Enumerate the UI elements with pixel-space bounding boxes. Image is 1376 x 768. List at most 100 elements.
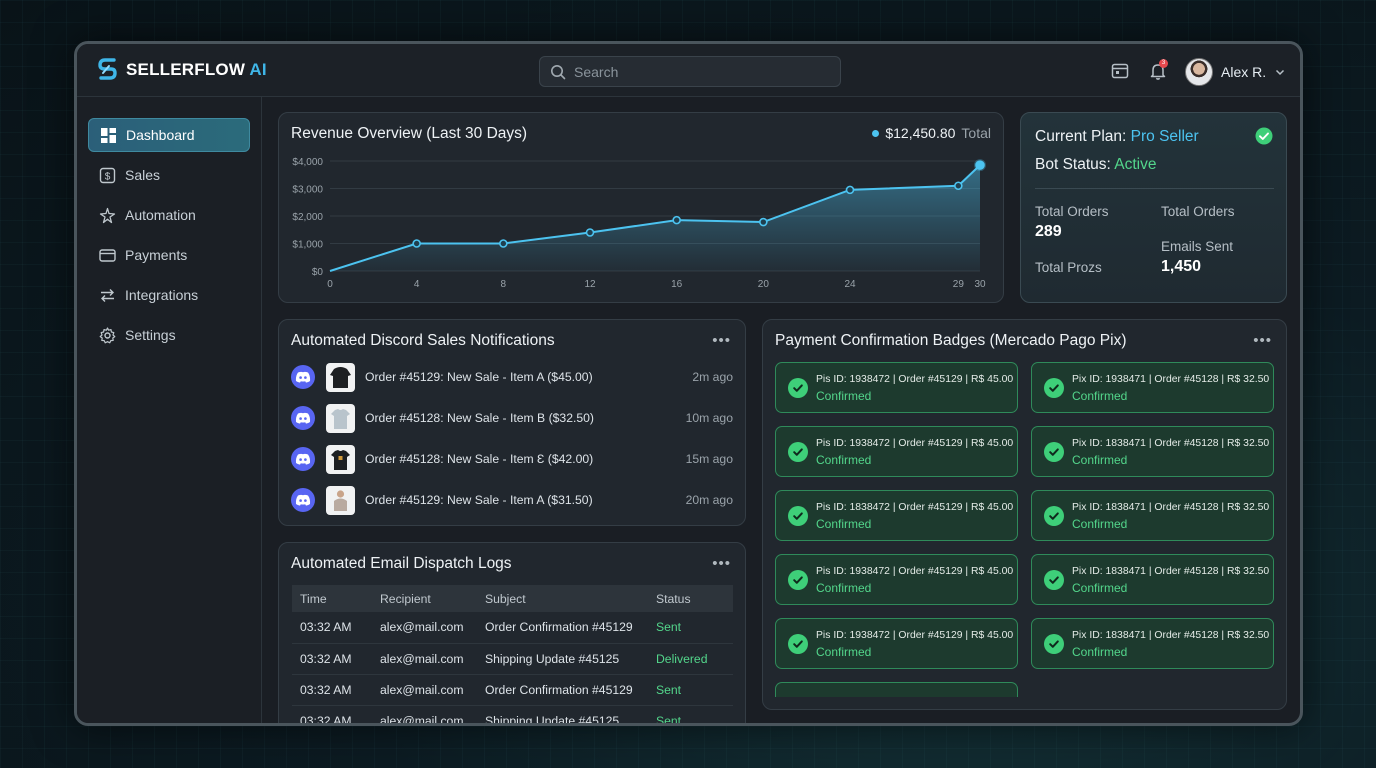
sidebar-item-automation[interactable]: Automation — [88, 198, 250, 232]
y-tick-label: $3,000 — [292, 185, 323, 196]
column-header[interactable]: Subject — [477, 585, 648, 612]
payment-badge[interactable]: Pix ID: 1838471 | Order #45128 | R$ 32.5… — [1031, 490, 1274, 541]
sidebar-item-settings[interactable]: Settings — [88, 318, 250, 352]
data-point[interactable] — [759, 217, 768, 227]
column-header[interactable]: Status — [648, 585, 733, 612]
y-tick-label: $0 — [312, 267, 324, 278]
payment-badge[interactable]: Pis ID: 1938472 | Order #45129 | R$ 45.0… — [775, 362, 1018, 413]
search-icon — [551, 64, 566, 79]
sidebar-item-dashboard[interactable]: Dashboard — [88, 118, 250, 152]
cell-recipient: alex@mail.com — [372, 705, 477, 723]
notification-time: 2m ago — [692, 370, 733, 384]
badge-status: Confirmed — [1072, 645, 1128, 659]
check-circle-icon — [1044, 506, 1064, 526]
table-row[interactable]: 03:32 AM alex@mail.com Order Confirmation … — [292, 612, 733, 644]
check-circle-icon — [788, 570, 808, 590]
data-point[interactable] — [412, 239, 421, 248]
sidebar-item-integrations[interactable]: Integrations — [88, 278, 250, 312]
total-prozs-label: Total Prozs — [1035, 260, 1102, 275]
payment-badge[interactable]: Pis ID: 1938472 | Order #45129 | R$ 45.0… — [775, 426, 1018, 477]
more-icon[interactable]: ••• — [712, 332, 731, 349]
cell-subject: Shipping Update #45125 — [477, 643, 648, 675]
payment-badge[interactable]: Pix ID: 1838471 | Order #45128 | R$ 32.5… — [1031, 426, 1274, 477]
status-badge: Sent — [648, 612, 733, 644]
table-header-row: Time Recipient Subject Status — [292, 585, 733, 612]
notification-time: 10m ago — [685, 411, 733, 425]
payment-badge[interactable]: Pis ID: 1938472 | Order #45129 | R$ 45.0… — [775, 554, 1018, 605]
data-point[interactable] — [954, 181, 963, 191]
data-point[interactable] — [672, 215, 681, 225]
email-table-body: 03:32 AM alex@mail.com Order Confirmation … — [292, 612, 733, 723]
data-point[interactable] — [499, 239, 508, 248]
discord-title: Automated Discord Sales Notifications — [291, 332, 555, 349]
data-point[interactable] — [975, 160, 985, 170]
emails-sent-value: 1,450 — [1161, 258, 1202, 275]
divider — [1035, 188, 1274, 189]
emails-sent-label: Emails Sent — [1161, 239, 1234, 254]
x-tick-label: 12 — [584, 279, 596, 290]
plan-label: Current Plan: — [1035, 128, 1127, 145]
payment-badge[interactable]: Pis ID: 1838472 | Order #45129 | R$ 45.0… — [775, 490, 1018, 541]
logo-icon — [98, 58, 117, 80]
list-item[interactable]: Order #45129: New Sale - Item A ($31.50)… — [291, 485, 733, 515]
check-circle-icon — [1044, 442, 1064, 462]
revenue-title: Revenue Overview (Last 30 Days) — [291, 125, 528, 142]
table-row[interactable]: 03:32 AM alex@mail.com Shipping Update #45… — [292, 643, 733, 675]
cell-recipient: alex@mail.com — [372, 643, 477, 675]
table-row[interactable]: 03:32 AM alex@mail.com Order Confirmation … — [292, 674, 733, 706]
y-tick-label: $4,000 — [292, 157, 323, 168]
brand-main: SELLERFLOW — [126, 60, 246, 79]
x-tick-label: 20 — [758, 279, 770, 290]
list-item[interactable]: Order #45129: New Sale - Item A ($45.00)… — [291, 362, 733, 392]
table-row[interactable]: 03:32 AM alex@mail.com Shipping Update #45… — [292, 705, 733, 723]
sidebar-item-payments[interactable]: Payments — [88, 238, 250, 272]
payments-title: Payment Confirmation Badges (Mercado Pag… — [775, 332, 1127, 349]
total-orders-label: Total Orders — [1035, 204, 1109, 219]
status-badge: Sent — [648, 674, 733, 706]
email-card: Automated Email Dispatch Logs ••• Time R… — [278, 542, 746, 723]
notification-text: Order #45128: New Sale - Item Ɛ ($42.00) — [365, 452, 594, 466]
badge-status: Confirmed — [816, 645, 872, 659]
gear-icon — [99, 326, 116, 343]
user-menu[interactable]: Alex R. — [1185, 58, 1286, 86]
sidebar-item-sales[interactable]: $ Sales — [88, 158, 250, 192]
sidebar-item-label: Sales — [125, 167, 161, 183]
dollar-icon: $ — [99, 167, 116, 183]
payment-badge[interactable]: Pix ID: 1838471 | Order #45128 | R$ 32.5… — [1031, 618, 1274, 669]
badge-detail: Pix ID: 1938471 | Order #45128 | R$ 32.5… — [1072, 374, 1270, 385]
data-point[interactable] — [845, 185, 855, 195]
badge-detail: Pis ID: 1938472 | Order #45129 | R$ 45.0… — [816, 438, 1014, 449]
more-icon[interactable]: ••• — [712, 555, 731, 572]
more-icon[interactable]: ••• — [1253, 332, 1272, 349]
badge-detail: Pix ID: 1838471 | Order #45128 | R$ 32.5… — [1072, 438, 1270, 449]
discord-icon — [291, 447, 315, 471]
list-item[interactable]: Order #45128: New Sale - Item Ɛ ($42.00)… — [291, 444, 733, 474]
cell-time: 03:32 AM — [292, 705, 372, 723]
status-badge: Sent — [648, 705, 733, 723]
payment-badge[interactable]: Pis ID: 1938472 | Order #45129 | R$ 45.0… — [775, 618, 1018, 669]
brand[interactable]: SELLERFLOW AI — [97, 57, 267, 83]
column-header[interactable]: Time — [292, 585, 372, 612]
total-orders-label-2: Total Orders — [1161, 204, 1235, 219]
badge-status: Confirmed — [816, 453, 872, 467]
payments-card: Payment Confirmation Badges (Mercado Pag… — [762, 319, 1287, 710]
cell-subject: Order Confirmation #45129 — [477, 612, 648, 644]
payment-badge[interactable]: Pix ID: 1938471 | Order #45128 | R$ 32.5… — [1031, 362, 1274, 413]
badge-status: Confirmed — [1072, 389, 1128, 403]
search-input[interactable] — [574, 63, 814, 80]
revenue-total-value: $12,450.80 — [885, 125, 956, 141]
discord-icon — [291, 406, 315, 430]
list-item[interactable]: Order #45128: New Sale - Item B ($32.50)… — [291, 403, 733, 433]
discord-icon — [291, 365, 315, 389]
data-point[interactable] — [585, 228, 595, 237]
brand-name: SELLERFLOW AI — [126, 60, 267, 80]
sidebar-item-label: Automation — [125, 207, 196, 223]
payment-badge[interactable]: Pix ID: 1838471 | Order #45128 | R$ 32.5… — [1031, 554, 1274, 605]
bot-value: Active — [1114, 156, 1157, 173]
check-circle-icon — [1044, 570, 1064, 590]
payment-badge-partial — [775, 682, 1018, 697]
calendar-icon[interactable] — [1110, 61, 1130, 81]
column-header[interactable]: Recipient — [372, 585, 477, 612]
bell-icon[interactable] — [1148, 61, 1168, 81]
search-box[interactable] — [539, 56, 841, 87]
